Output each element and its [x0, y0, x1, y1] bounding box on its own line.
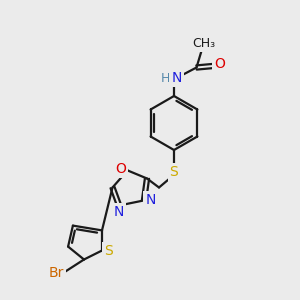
Text: Br: Br	[49, 266, 64, 280]
Text: O: O	[214, 58, 225, 71]
Text: O: O	[116, 162, 126, 176]
Text: S: S	[104, 244, 113, 258]
Text: N: N	[113, 205, 124, 219]
Text: N: N	[171, 71, 182, 85]
Text: H: H	[161, 71, 170, 85]
Text: N: N	[146, 194, 156, 207]
Text: CH₃: CH₃	[192, 37, 215, 50]
Text: S: S	[169, 166, 178, 179]
